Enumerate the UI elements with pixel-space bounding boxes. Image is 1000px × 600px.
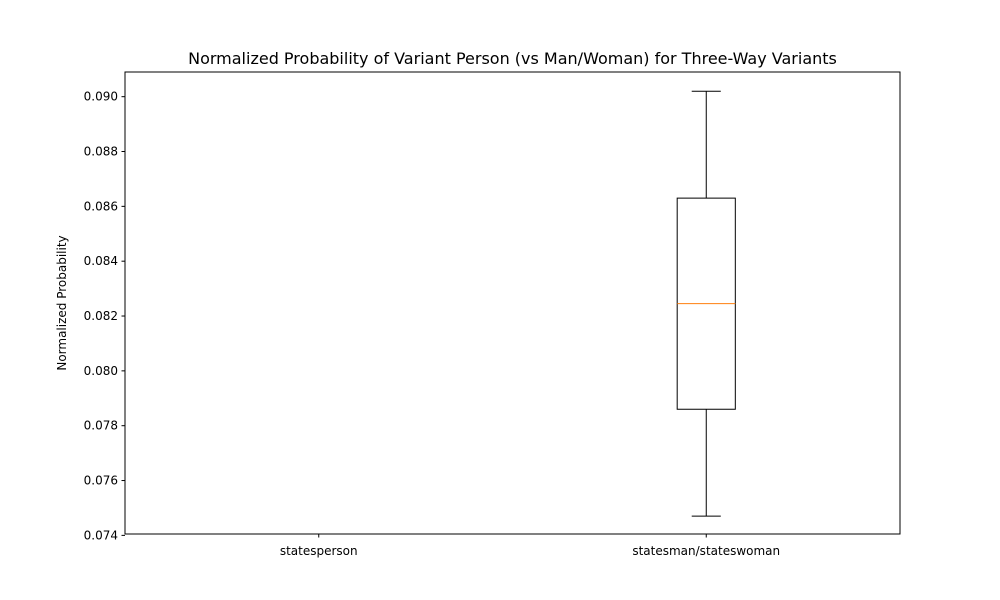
y-tick-label: 0.082 xyxy=(84,309,118,323)
y-tick-label: 0.084 xyxy=(84,254,118,268)
y-tick-label: 0.088 xyxy=(84,145,118,159)
y-tick-label: 0.090 xyxy=(84,90,118,104)
box-1 xyxy=(676,90,736,517)
x-axis-ticks: statesperson statesman/stateswoman xyxy=(280,534,780,558)
y-axis-label: Normalized Probability xyxy=(55,235,69,370)
y-tick-label: 0.086 xyxy=(84,199,118,213)
chart-title: Normalized Probability of Variant Person… xyxy=(188,49,837,68)
box-series xyxy=(676,90,736,517)
y-tick-label: 0.080 xyxy=(84,364,118,378)
y-tick-label: 0.074 xyxy=(84,528,118,542)
x-tick-label: statesperson xyxy=(280,544,358,558)
y-tick-label: 0.076 xyxy=(84,474,118,488)
y-axis-ticks: 0.074 0.076 0.078 0.080 0.082 0.084 0.086 0.088… xyxy=(84,90,125,542)
x-tick-label: statesman/stateswoman xyxy=(632,544,780,558)
plot-frame xyxy=(124,71,901,535)
y-tick-label: 0.078 xyxy=(84,419,118,433)
